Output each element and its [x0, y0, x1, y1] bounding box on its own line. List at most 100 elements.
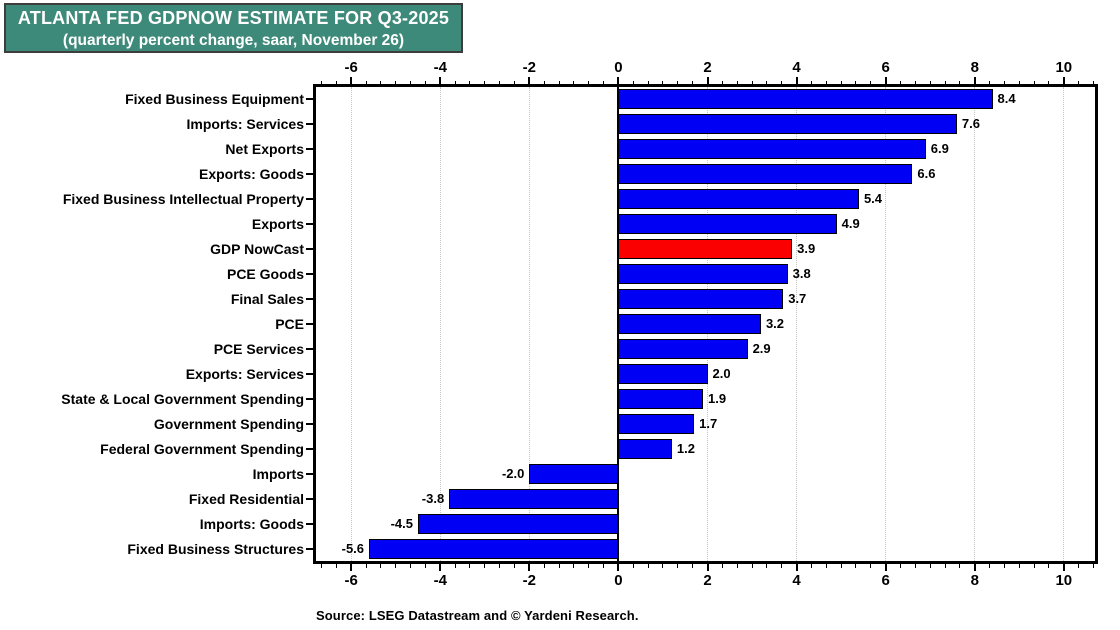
bar — [618, 363, 708, 384]
axis-tick-major — [617, 564, 620, 571]
bar — [618, 413, 695, 434]
axis-tick-minor — [632, 564, 634, 568]
axis-tick-major — [528, 564, 531, 571]
axis-tick-minor — [914, 564, 916, 568]
axis-tick-major — [1062, 564, 1065, 571]
axis-tick-label: 8 — [970, 59, 979, 76]
axis-tick-minor — [484, 80, 486, 84]
axis-tick-minor — [855, 564, 857, 568]
axis-tick-minor — [1078, 564, 1080, 568]
bar-value-label: -5.6 — [341, 540, 365, 556]
axis-tick-label: 4 — [792, 572, 801, 589]
axis-tick-label: -6 — [344, 572, 358, 589]
grid-line — [796, 87, 798, 561]
bar-value-label: 1.2 — [676, 440, 695, 456]
axis-tick-minor — [632, 80, 634, 84]
axis-tick-major — [439, 564, 442, 571]
category-label: Exports: Services — [185, 365, 304, 382]
category-tick — [306, 323, 313, 325]
bar — [529, 463, 619, 484]
axis-tick-minor — [424, 564, 426, 568]
axis-tick-label: 10 — [1055, 572, 1073, 589]
bar — [618, 189, 859, 210]
bar-value-label: 3.2 — [765, 316, 785, 331]
axis-tick-minor — [484, 564, 486, 568]
axis-tick-minor — [1093, 564, 1094, 568]
axis-tick-label: -2 — [522, 59, 537, 76]
axis-tick-minor — [989, 564, 991, 568]
bar — [618, 164, 913, 185]
axis-tick-minor — [588, 80, 590, 84]
bar-value-label: 1.7 — [699, 415, 718, 431]
axis-tick-minor — [662, 564, 664, 568]
category-tick — [306, 522, 313, 525]
category-tick — [306, 223, 313, 226]
axis-tick-major — [795, 564, 798, 571]
axis-tick-minor — [781, 564, 783, 568]
axis-tick-minor — [1033, 80, 1035, 84]
category-label: PCE — [275, 316, 304, 332]
category-tick — [306, 148, 313, 151]
chart-title-line1: ATLANTA FED GDPNOW ESTIMATE FOR Q3-2025 — [17, 8, 450, 28]
axis-tick-minor — [1048, 80, 1050, 84]
bar-value-label: 6.9 — [930, 141, 949, 157]
axis-tick-major — [706, 77, 709, 84]
bar-value-label: 5.4 — [863, 191, 883, 207]
category-tick — [306, 198, 313, 201]
axis-tick-minor — [781, 80, 783, 84]
category-label: Exports — [251, 216, 304, 233]
category-tick — [306, 298, 313, 301]
category-tick — [306, 273, 313, 276]
grid-line — [528, 87, 530, 561]
axis-tick-minor — [721, 564, 723, 568]
grid-line — [885, 87, 887, 561]
axis-tick-minor — [751, 564, 753, 568]
bar — [618, 314, 761, 334]
category-label: Federal Government Spending — [100, 440, 304, 457]
axis-tick-minor — [736, 80, 738, 84]
bar-value-label: 1.9 — [708, 390, 727, 406]
axis-tick-major — [350, 77, 353, 84]
axis-tick-minor — [558, 564, 560, 568]
axis-tick-minor — [959, 564, 961, 568]
axis-tick-minor — [1093, 80, 1094, 84]
axis-tick-minor — [1018, 80, 1020, 84]
axis-tick-minor — [410, 564, 412, 568]
axis-tick-minor — [454, 80, 456, 84]
bar-value-label: 3.7 — [788, 291, 807, 307]
axis-tick-minor — [944, 80, 946, 84]
axis-tick-major — [350, 564, 353, 571]
axis-tick-minor — [944, 564, 946, 568]
axis-tick-minor — [573, 564, 575, 568]
bar — [618, 114, 957, 135]
bar-value-label: 7.6 — [961, 116, 980, 132]
axis-tick-minor — [603, 564, 605, 568]
bar — [618, 438, 672, 459]
axis-tick-minor — [543, 564, 545, 568]
bar-value-label: -2.0 — [501, 465, 525, 481]
axis-tick-minor — [766, 80, 768, 84]
category-label: GDP NowCast — [210, 241, 304, 258]
axis-tick-minor — [513, 80, 515, 84]
axis-tick-label: 6 — [881, 59, 890, 76]
axis-tick-minor — [870, 564, 872, 568]
axis-tick-minor — [365, 80, 367, 84]
axis-tick-label: 0 — [614, 572, 623, 589]
bar-value-label: 3.8 — [792, 266, 811, 282]
bar-value-label: -3.8 — [421, 490, 445, 506]
category-label: Imports — [252, 465, 304, 482]
axis-tick-minor — [810, 80, 812, 84]
chart-title-line2: (quarterly percent change, saar, Novembe… — [62, 32, 405, 49]
axis-tick-major — [617, 77, 620, 84]
grid-line — [1063, 87, 1065, 561]
bar-value-label: 3.9 — [797, 241, 816, 257]
axis-tick-minor — [335, 80, 337, 84]
bar — [618, 338, 748, 359]
axis-tick-minor — [1078, 80, 1080, 84]
axis-tick-label: 2 — [703, 572, 712, 589]
axis-tick-minor — [1018, 564, 1020, 568]
bar — [618, 139, 926, 160]
category-tick — [306, 372, 313, 375]
axis-tick-major — [528, 77, 531, 84]
